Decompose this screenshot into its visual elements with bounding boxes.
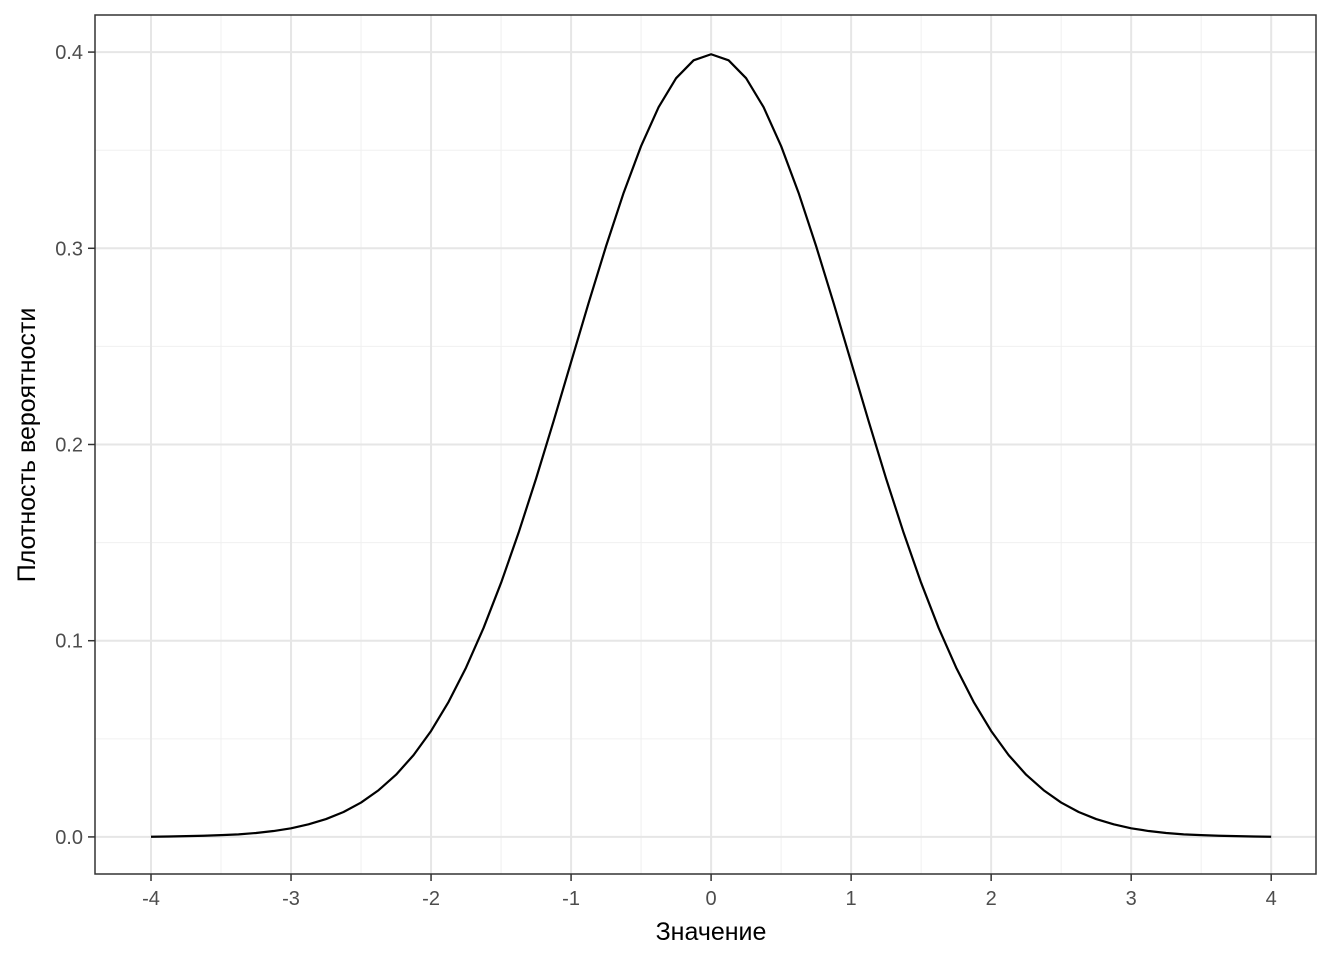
y-tick-label: 0.1 bbox=[55, 631, 83, 653]
x-tick-label: -4 bbox=[142, 888, 160, 910]
x-tick-label: -2 bbox=[422, 888, 440, 910]
x-tick-label: 4 bbox=[1266, 888, 1277, 910]
panel-border bbox=[94, 14, 1317, 875]
x-tick-label: 3 bbox=[1126, 888, 1137, 910]
y-axis-title: Плотность вероятности bbox=[13, 308, 41, 583]
y-tick-label: 0.0 bbox=[55, 827, 83, 849]
x-axis-title: Значение bbox=[656, 918, 767, 946]
y-tick-label: 0.2 bbox=[55, 435, 83, 457]
density-line bbox=[150, 53, 1272, 838]
x-tick-label: 2 bbox=[986, 888, 997, 910]
y-tick-label: 0.3 bbox=[55, 238, 83, 260]
y-tick-label: 0.4 bbox=[55, 42, 83, 64]
x-tick-label: -1 bbox=[562, 888, 580, 910]
x-tick-label: -3 bbox=[282, 888, 300, 910]
x-tick-label: 1 bbox=[846, 888, 857, 910]
x-tick-label: 0 bbox=[706, 888, 717, 910]
